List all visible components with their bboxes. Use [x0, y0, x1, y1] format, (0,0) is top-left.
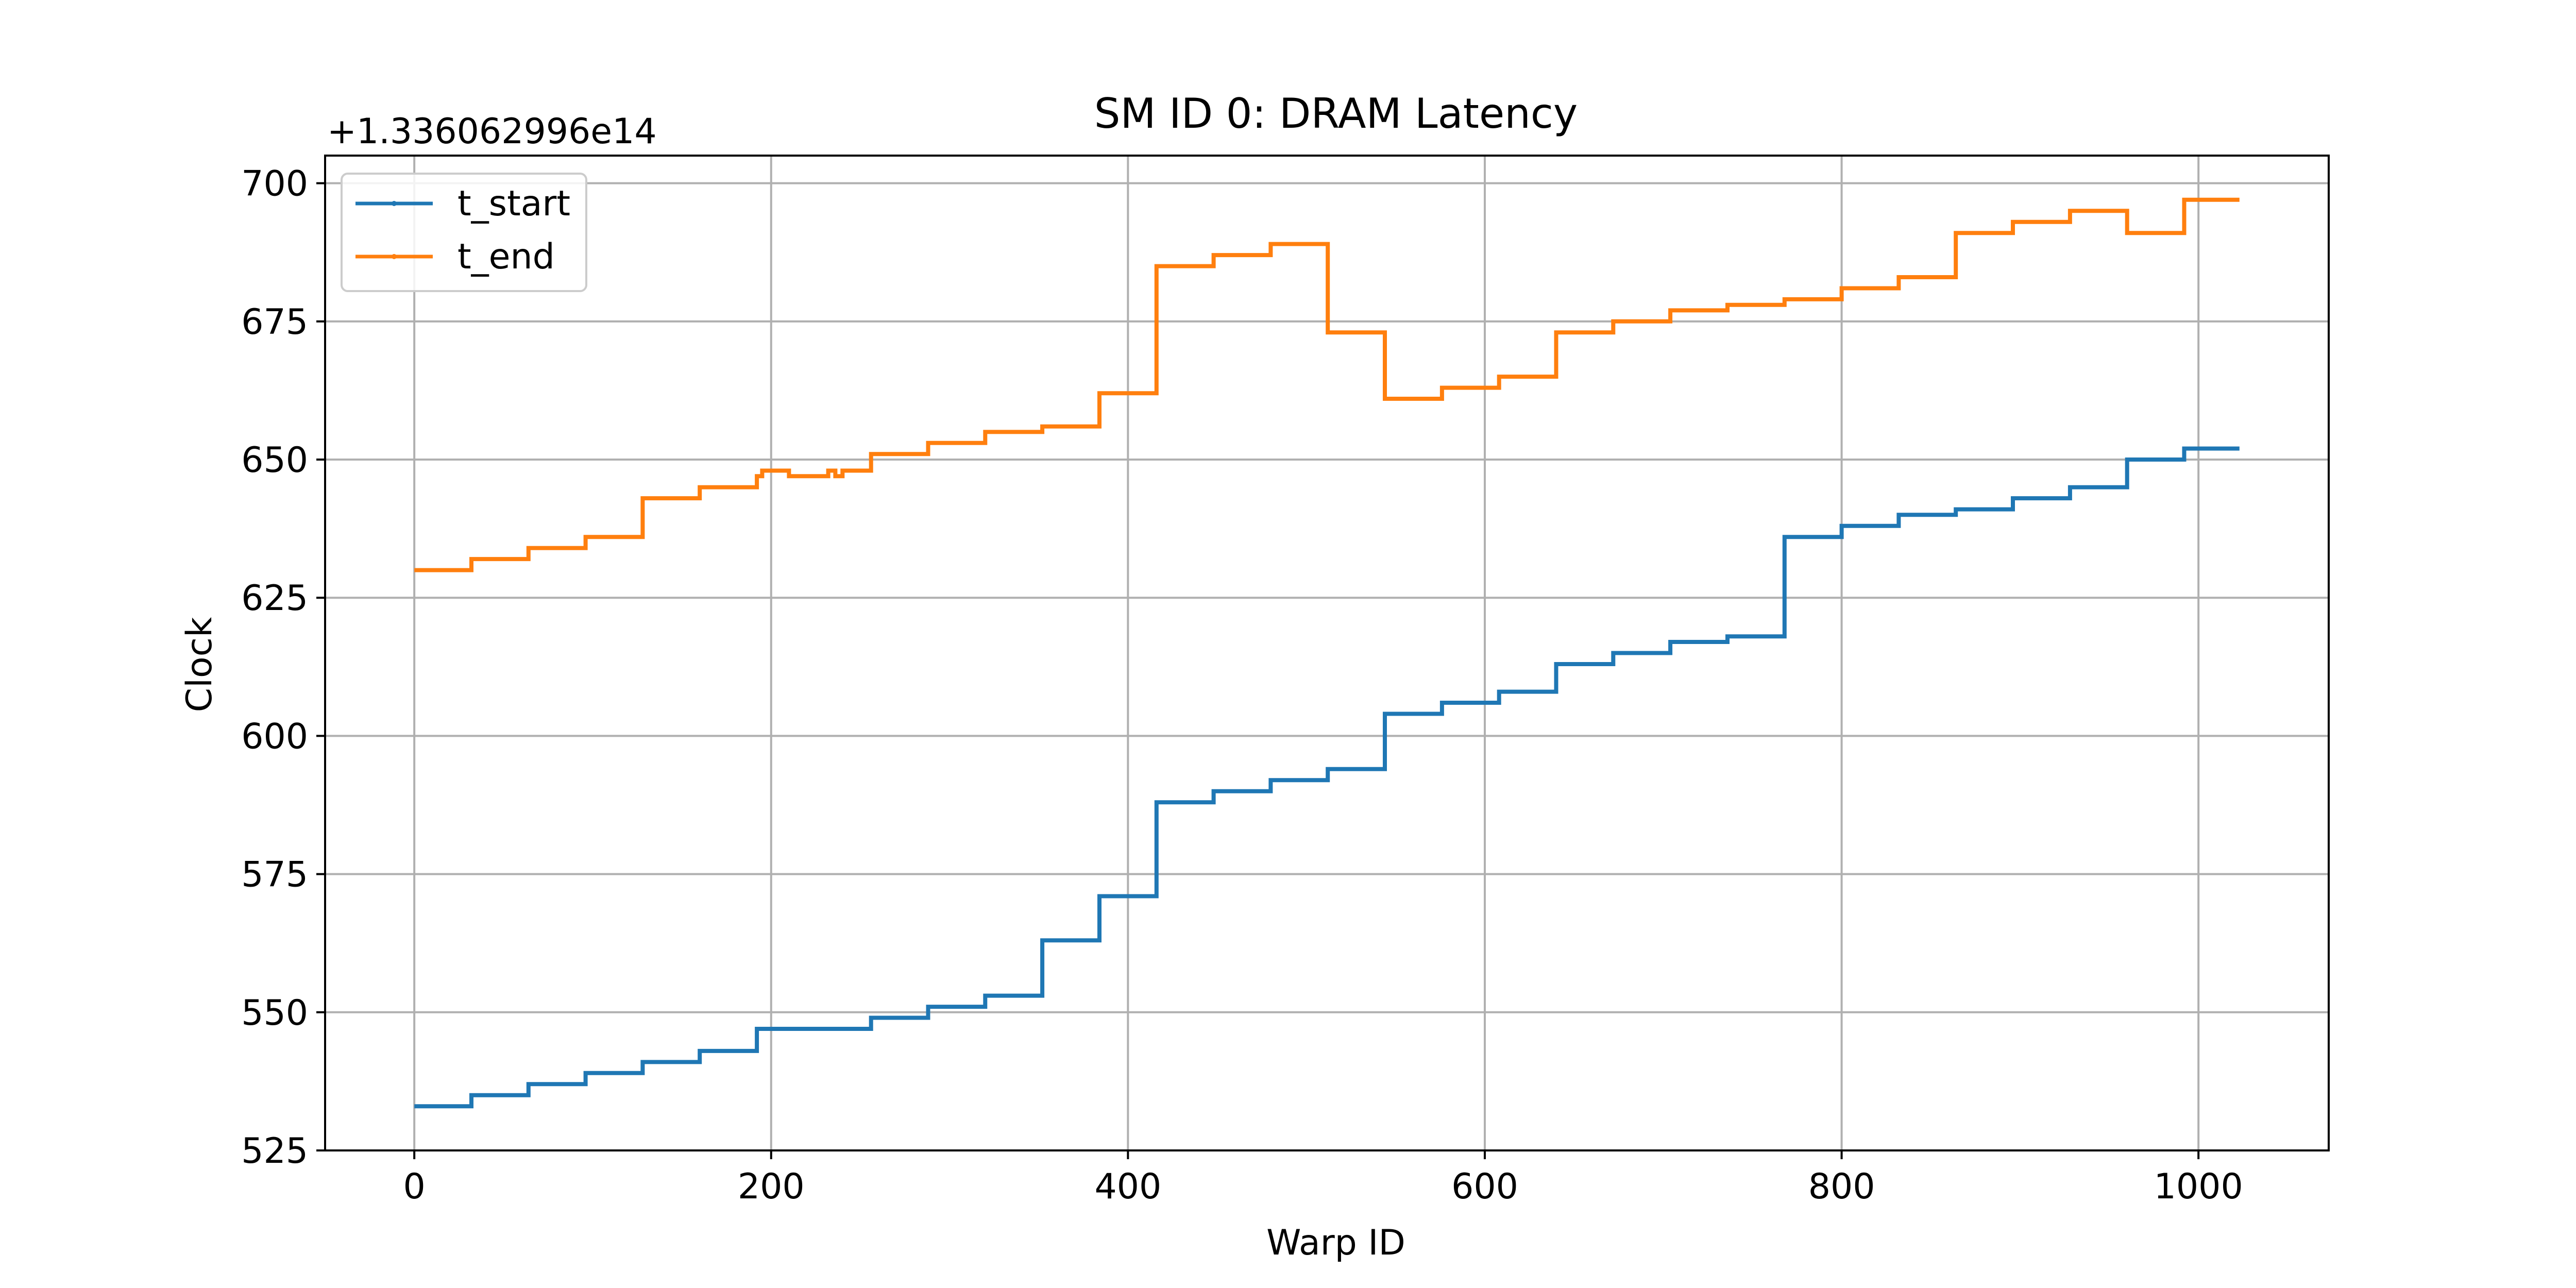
- x-tick-label: 1000: [2154, 1166, 2243, 1207]
- legend-marker-t-start: [392, 201, 397, 206]
- y-axis-offset-label: +1.336062996e14: [327, 111, 657, 152]
- y-tick-label: 675: [241, 302, 308, 343]
- series-line-t-start: [414, 446, 2240, 1109]
- y-tick-label: 525: [241, 1131, 308, 1172]
- y-tick-label: 575: [241, 855, 308, 895]
- x-tick-label: 800: [1808, 1166, 1875, 1207]
- y-tick-label: 625: [241, 578, 308, 619]
- y-tick-label: 700: [241, 164, 308, 205]
- x-tick-label: 200: [738, 1166, 805, 1207]
- x-tick-label: 600: [1451, 1166, 1518, 1207]
- y-tick-label: 600: [241, 716, 308, 757]
- x-axis-label: Warp ID: [1266, 1223, 1405, 1263]
- x-axis-ticks: 0 200 400 600 800 1000: [403, 1150, 2243, 1207]
- series-lines: [414, 197, 2240, 1109]
- legend-label-t-start: t_start: [457, 183, 570, 224]
- chart-title: SM ID 0: DRAM Latency: [1094, 90, 1578, 138]
- legend-label-t-end: t_end: [457, 236, 555, 277]
- plot-frame: [324, 155, 2330, 1151]
- legend: t_start t_end: [341, 173, 587, 292]
- legend-marker-t-end: [392, 254, 397, 259]
- y-tick-label: 650: [241, 440, 308, 481]
- x-tick-label: 400: [1094, 1166, 1161, 1207]
- y-axis-ticks: 525 550 575 600 625 650 675 700: [241, 164, 325, 1172]
- series-line-t-end: [414, 197, 2240, 572]
- y-tick-label: 550: [241, 993, 308, 1033]
- y-axis-label: Clock: [179, 617, 220, 712]
- x-tick-label: 0: [403, 1166, 426, 1207]
